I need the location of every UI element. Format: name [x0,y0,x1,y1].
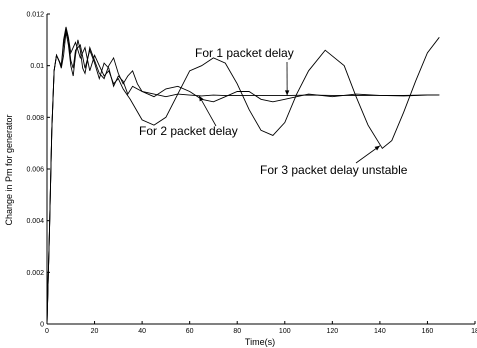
annotation-arrowhead [374,145,380,151]
series-group [46,26,440,325]
y-tick-label: 0.008 [26,115,44,122]
annotation-2-packet-delay: For 2 packet delay [139,124,238,138]
x-tick-label: 120 [326,328,338,335]
y-ticks: 0 0.002 0.004 0.006 0.008 0.01 0.012 [26,12,50,329]
series-line-2 [46,29,440,325]
x-axis-label: Time(s) [245,337,275,347]
y-tick-label: 0.012 [26,12,44,19]
y-tick-label: 0.01 [30,63,44,70]
x-tick-label: 40 [138,328,146,335]
y-tick-label: 0.004 [26,218,44,225]
x-tick-label: 20 [91,328,99,335]
annotation-arrowhead [199,95,204,102]
y-tick-label: 0 [40,322,44,329]
annotation-3-packet-delay-unstable: For 3 packet delay unstable [260,163,408,177]
x-tick-label: 18 [471,328,477,335]
annotation-1-packet-delay: For 1 packet delay [195,46,294,60]
x-tick-label: 80 [233,328,241,335]
series-line-1 [46,32,440,325]
annotation-arrowhead [284,90,290,96]
x-ticks: 0 20 40 60 80 100 120 140 160 18 [45,321,477,335]
y-tick-label: 0.006 [26,167,44,174]
x-tick-label: 0 [45,328,49,335]
y-axis-label: Change in Pm for generator [4,114,14,225]
x-tick-label: 160 [422,328,434,335]
x-tick-label: 100 [279,328,291,335]
x-tick-label: 60 [186,328,194,335]
annotation-arrows [198,61,381,164]
y-tick-label: 0.002 [26,270,44,277]
series-line-3 [46,26,440,325]
annotation-arrow [198,95,217,127]
x-tick-label: 140 [374,328,386,335]
